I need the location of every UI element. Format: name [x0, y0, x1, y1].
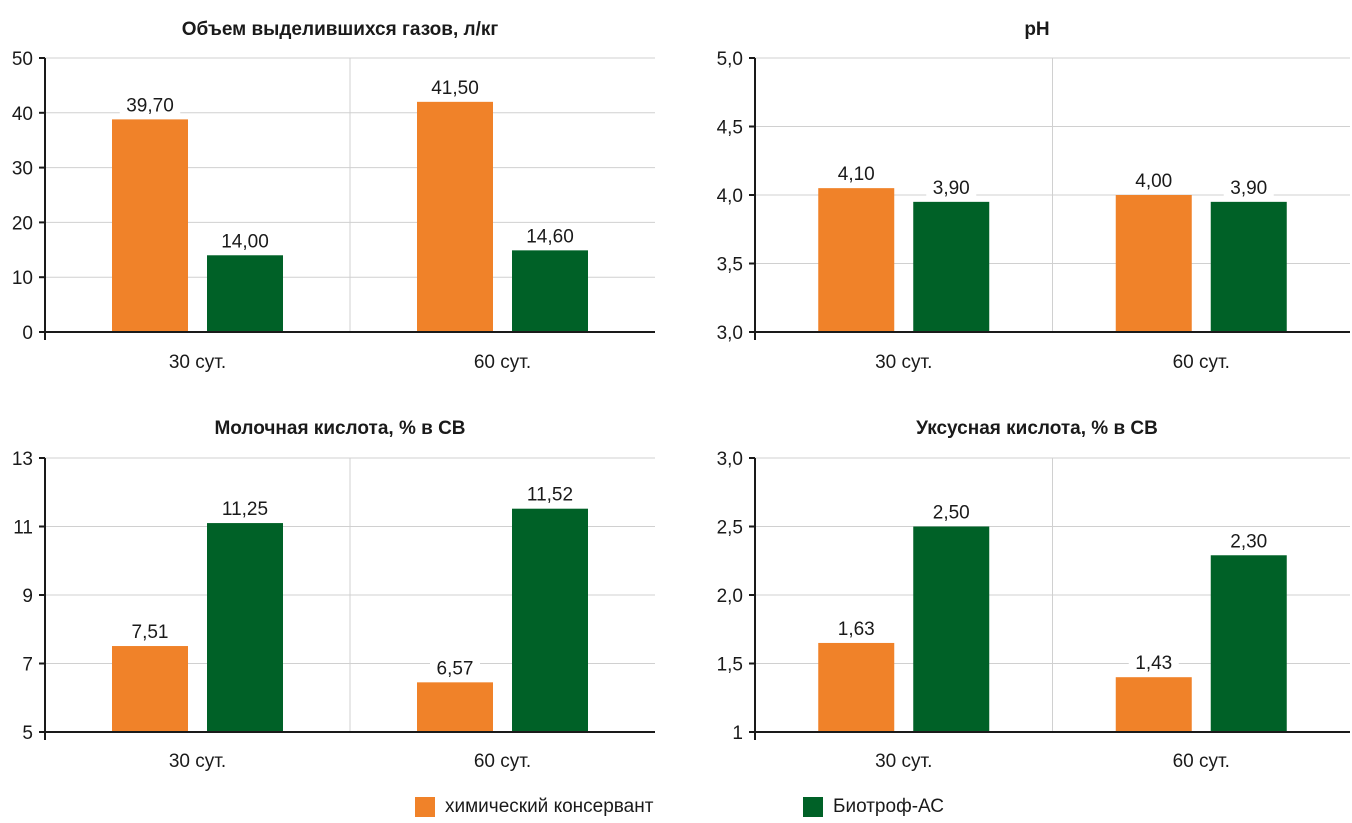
data-label: 2,30 — [1230, 531, 1267, 552]
bar-biotrof — [512, 250, 588, 332]
data-label-bg — [926, 500, 977, 523]
bar-chemical — [112, 119, 188, 332]
data-label: 14,60 — [526, 226, 574, 247]
legend-swatch-chemical — [415, 797, 435, 817]
bar-biotrof — [913, 201, 990, 332]
y-tick-label: 1,5 — [717, 655, 743, 676]
legend-item-biotrof: Биотроф-АС — [803, 792, 944, 822]
y-tick-label: 11 — [13, 518, 33, 539]
data-label-bg — [214, 229, 276, 252]
data-label: 1,43 — [1135, 653, 1172, 674]
category-label: 30 сут. — [875, 352, 932, 373]
chart-panel-4: Уксусная кислота, % в СВ 1,63 2,50 30 сут. 1… — [717, 418, 1350, 772]
bar-chemical — [1115, 195, 1192, 332]
y-tick-label: 2,5 — [717, 518, 743, 539]
category-label: 30 сут. — [875, 751, 932, 772]
y-tick-label: 7 — [22, 655, 33, 676]
category-label: 30 сут. — [169, 352, 226, 373]
chart-panel-2: pH 4,10 3,90 30 сут. 4,00 3,90 60 сут. 3,0 3,5 4,… — [717, 19, 1350, 373]
bar-biotrof — [1210, 555, 1287, 732]
data-label-bg — [519, 482, 581, 505]
data-label-bg — [125, 620, 175, 643]
y-tick-label: 1 — [732, 723, 743, 744]
bar-chemical — [1115, 677, 1192, 732]
y-tick-label: 2,0 — [717, 586, 743, 607]
category-label: 30 сут. — [169, 751, 226, 772]
bar-chemical — [112, 646, 188, 732]
legend-label-chemical: химический консервант — [445, 796, 654, 817]
category-label: 60 сут. — [474, 751, 531, 772]
data-label-bg — [214, 497, 276, 520]
data-label: 1,63 — [838, 619, 875, 640]
data-label-bg — [519, 224, 581, 247]
bar-chemical — [818, 188, 895, 332]
data-label: 2,50 — [933, 503, 970, 524]
data-label-bg — [1223, 529, 1274, 552]
chart-title: Молочная кислота, % в СВ — [214, 418, 465, 439]
y-tick-label: 3,0 — [717, 449, 743, 470]
data-label-bg — [831, 162, 882, 185]
data-label-bg — [926, 175, 977, 198]
y-tick-label: 9 — [22, 586, 33, 607]
y-tick-label: 5 — [22, 723, 33, 744]
bar-biotrof — [207, 255, 283, 332]
data-label: 4,10 — [838, 164, 875, 185]
bar-biotrof — [913, 526, 990, 732]
category-label: 60 сут. — [1173, 352, 1230, 373]
data-label-bg — [424, 75, 486, 98]
y-tick-label: 50 — [12, 49, 33, 70]
data-label: 39,70 — [126, 95, 174, 116]
y-tick-label: 0 — [22, 323, 33, 344]
y-tick-label: 3,5 — [717, 255, 743, 276]
chart-panel-3: Молочная кислота, % в СВ 7,51 11,25 30 сут.… — [12, 418, 655, 772]
y-tick-label: 20 — [12, 213, 33, 234]
chart-title: Уксусная кислота, % в СВ — [916, 418, 1158, 439]
bar-chemical — [417, 682, 493, 732]
data-label: 4,00 — [1135, 171, 1172, 192]
y-tick-label: 4,5 — [717, 118, 743, 139]
data-label-bg — [1128, 651, 1179, 674]
bar-biotrof — [1210, 201, 1287, 332]
data-label: 14,00 — [221, 231, 269, 252]
legend-swatch-biotrof — [803, 797, 823, 817]
data-label-bg — [831, 616, 882, 639]
legend-item-chemical: химический консервант — [415, 792, 653, 822]
data-label-bg — [1223, 175, 1274, 198]
data-label: 7,51 — [132, 622, 169, 643]
y-tick-label: 40 — [12, 104, 33, 125]
y-tick-label: 30 — [12, 159, 33, 180]
data-label-bg — [430, 656, 480, 679]
data-label: 11,25 — [222, 499, 268, 520]
y-tick-label: 10 — [12, 268, 33, 289]
chart-panel-1: Объем выделившихся газов, л/кг 39,70 14,00… — [12, 19, 655, 373]
bar-chemical — [417, 101, 493, 332]
legend-label-biotrof: Биотроф-АС — [833, 796, 945, 817]
data-label-bg — [119, 93, 181, 116]
data-label: 41,50 — [431, 78, 479, 99]
chart-title: Объем выделившихся газов, л/кг — [182, 19, 499, 40]
data-label: 3,90 — [1230, 178, 1267, 199]
data-label: 6,57 — [437, 658, 474, 679]
y-tick-label: 4,0 — [717, 186, 743, 207]
legend: химический консервант Биотроф-АС — [0, 792, 1352, 822]
chart-title: pH — [1024, 19, 1049, 40]
y-tick-label: 5,0 — [717, 49, 743, 70]
data-label: 3,90 — [933, 178, 970, 199]
category-label: 60 сут. — [474, 352, 531, 373]
charts-canvas: Объем выделившихся газов, л/кг39,7014,00… — [12, 19, 1350, 772]
bar-biotrof — [512, 508, 588, 732]
data-label: 11,52 — [527, 485, 573, 506]
y-tick-label: 3,0 — [717, 323, 743, 344]
bar-chemical — [818, 642, 895, 732]
data-label-bg — [1128, 169, 1179, 191]
bar-biotrof — [207, 523, 283, 732]
y-tick-label: 13 — [12, 449, 33, 470]
category-label: 60 сут. — [1173, 751, 1230, 772]
